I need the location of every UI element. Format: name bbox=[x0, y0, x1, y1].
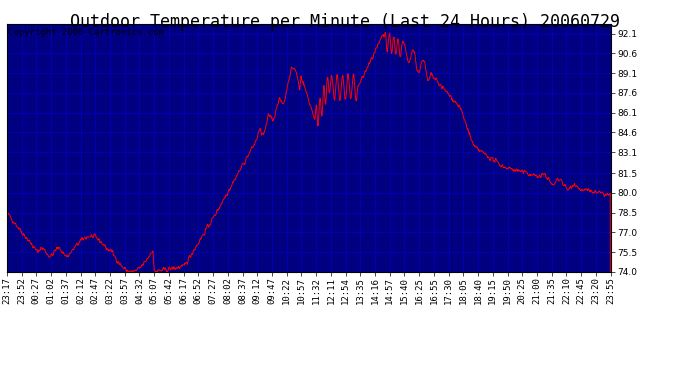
Text: Outdoor Temperature per Minute (Last 24 Hours) 20060729: Outdoor Temperature per Minute (Last 24 … bbox=[70, 13, 620, 31]
Text: Copyright 2006 Cartronics.com: Copyright 2006 Cartronics.com bbox=[8, 28, 164, 37]
